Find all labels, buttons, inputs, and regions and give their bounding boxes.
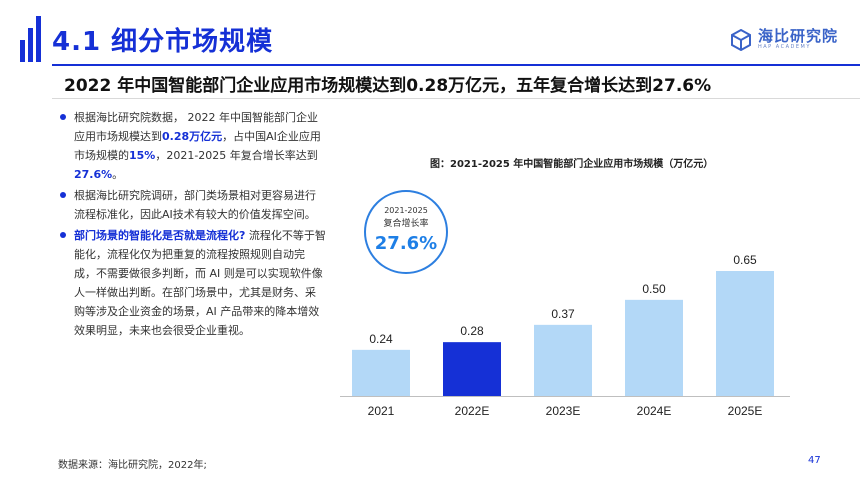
cagr-label: 复合增长率 xyxy=(383,219,429,229)
brand-logo: 海比研究院 HAP ACADEMY xyxy=(730,28,838,51)
bar-chart: 0.24 2021 0.28 2022E 0.37 2023E 0.50 2024E 0.65 2… xyxy=(340,253,790,418)
bullet-text: 根据海比研究院数据， 2022 年中国智能部门企业应用市场规模达到 xyxy=(74,111,318,143)
x-tick-label: 2024E xyxy=(637,404,672,418)
bar-value-label: 0.24 xyxy=(369,332,393,346)
x-tick-label: 2022E xyxy=(455,404,490,418)
bullet-item: 根据海比研究院数据， 2022 年中国智能部门企业应用市场规模达到0.28万亿元… xyxy=(58,108,326,184)
bullet-dot-icon xyxy=(60,232,66,238)
brand-name: 海比研究院 xyxy=(758,27,839,45)
x-tick-label: 2025E xyxy=(728,404,763,418)
bullet-text: ，2021-2025 年复合增长率达到 xyxy=(155,149,318,162)
page-title: 4.1 细分市场规模 xyxy=(52,27,274,57)
data-source: 数据来源：海比研究院，2022年; xyxy=(58,460,207,471)
cube-icon xyxy=(731,28,751,51)
chart-title: 图：2021-2025 年中国智能部门企业应用市场规模（万亿元） xyxy=(430,159,714,170)
headline: 2022 年中国智能部门企业应用市场规模达到0.28万亿元，五年复合增长达到27… xyxy=(64,76,712,96)
bar-2022E xyxy=(443,342,501,396)
bullet-text: 流程化不等于智能化，流程化仅为把重复的流程按照规则自动完成，不需要做很多判断，而… xyxy=(74,229,326,337)
bar-value-label: 0.28 xyxy=(460,324,484,338)
bullet-dot-icon xyxy=(60,192,66,198)
logo-bars-icon xyxy=(20,16,42,62)
bullet-dot-icon xyxy=(60,114,66,120)
headline-divider xyxy=(52,98,860,99)
bar-2021 xyxy=(352,349,410,396)
bullet-text: 。 xyxy=(112,168,124,181)
x-tick-label: 2021 xyxy=(368,404,395,418)
header-divider xyxy=(52,64,860,66)
bar-value-label: 0.37 xyxy=(551,307,575,321)
page-number: 47 xyxy=(808,455,821,466)
bar-2025E xyxy=(716,271,774,396)
bullet-list: 根据海比研究院数据， 2022 年中国智能部门企业应用市场规模达到0.28万亿元… xyxy=(58,108,326,342)
bar-value-label: 0.50 xyxy=(642,282,666,296)
highlight-text: 0.28万亿元 xyxy=(162,130,223,143)
bullet-text: ，占中国AI企业应用市场规模的 xyxy=(74,130,321,162)
highlight-text: 部门场景的智能化是否就是流程化? xyxy=(74,229,246,242)
brand-subtitle: HAP ACADEMY xyxy=(758,44,811,50)
bullet-item: 部门场景的智能化是否就是流程化? 流程化不等于智能化，流程化仅为把重复的流程按照… xyxy=(58,226,326,340)
x-tick-label: 2023E xyxy=(546,404,581,418)
bullet-item: 根据海比研究院调研，部门类场景相对更容易进行流程标准化，因此AI技术有较大的价值… xyxy=(58,186,326,224)
cagr-badge: 2021-2025 复合增长率 27.6% xyxy=(364,190,448,274)
highlight-text: 15% xyxy=(129,149,156,162)
cagr-value: 27.6% xyxy=(374,233,438,254)
cagr-years: 2021-2025 xyxy=(384,206,428,215)
bar-value-label: 0.65 xyxy=(733,253,757,267)
bullet-text: 根据海比研究院调研，部门类场景相对更容易进行流程标准化，因此AI技术有较大的价值… xyxy=(74,189,316,221)
highlight-text: 27.6% xyxy=(74,168,113,181)
bar-2024E xyxy=(625,299,683,396)
bar-2023E xyxy=(534,324,592,396)
